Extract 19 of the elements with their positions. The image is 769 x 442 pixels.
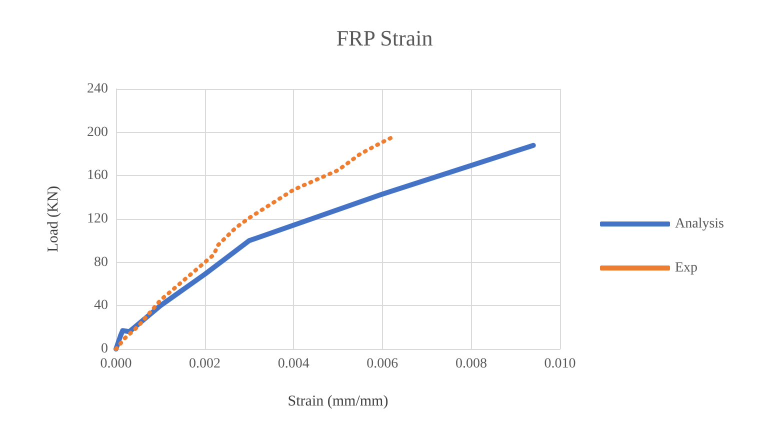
x-axis-title: Strain (mm/mm) [288,394,388,410]
x-tick-label: 0.000 [100,356,132,372]
y-tick-label: 80 [94,254,108,270]
y-tick-label: 160 [87,168,108,184]
x-tick-label: 0.008 [455,356,487,372]
x-tick-label: 0.002 [189,356,221,372]
y-axis-title: Load (KN) [46,186,62,252]
x-tick-label: 0.010 [544,356,576,372]
chart-title: FRP Strain [336,26,433,50]
x-tick-label: 0.006 [366,356,398,372]
y-tick-label: 40 [94,298,108,314]
x-tick-label: 0.004 [278,356,310,372]
legend-label: Analysis [675,216,724,232]
y-tick-label: 200 [87,124,108,140]
legend-label: Exp [675,260,698,276]
line-series [114,136,394,351]
y-tick-label: 0 [101,342,108,356]
y-tick-label: 120 [87,212,108,226]
y-tick-label: 240 [87,82,108,96]
